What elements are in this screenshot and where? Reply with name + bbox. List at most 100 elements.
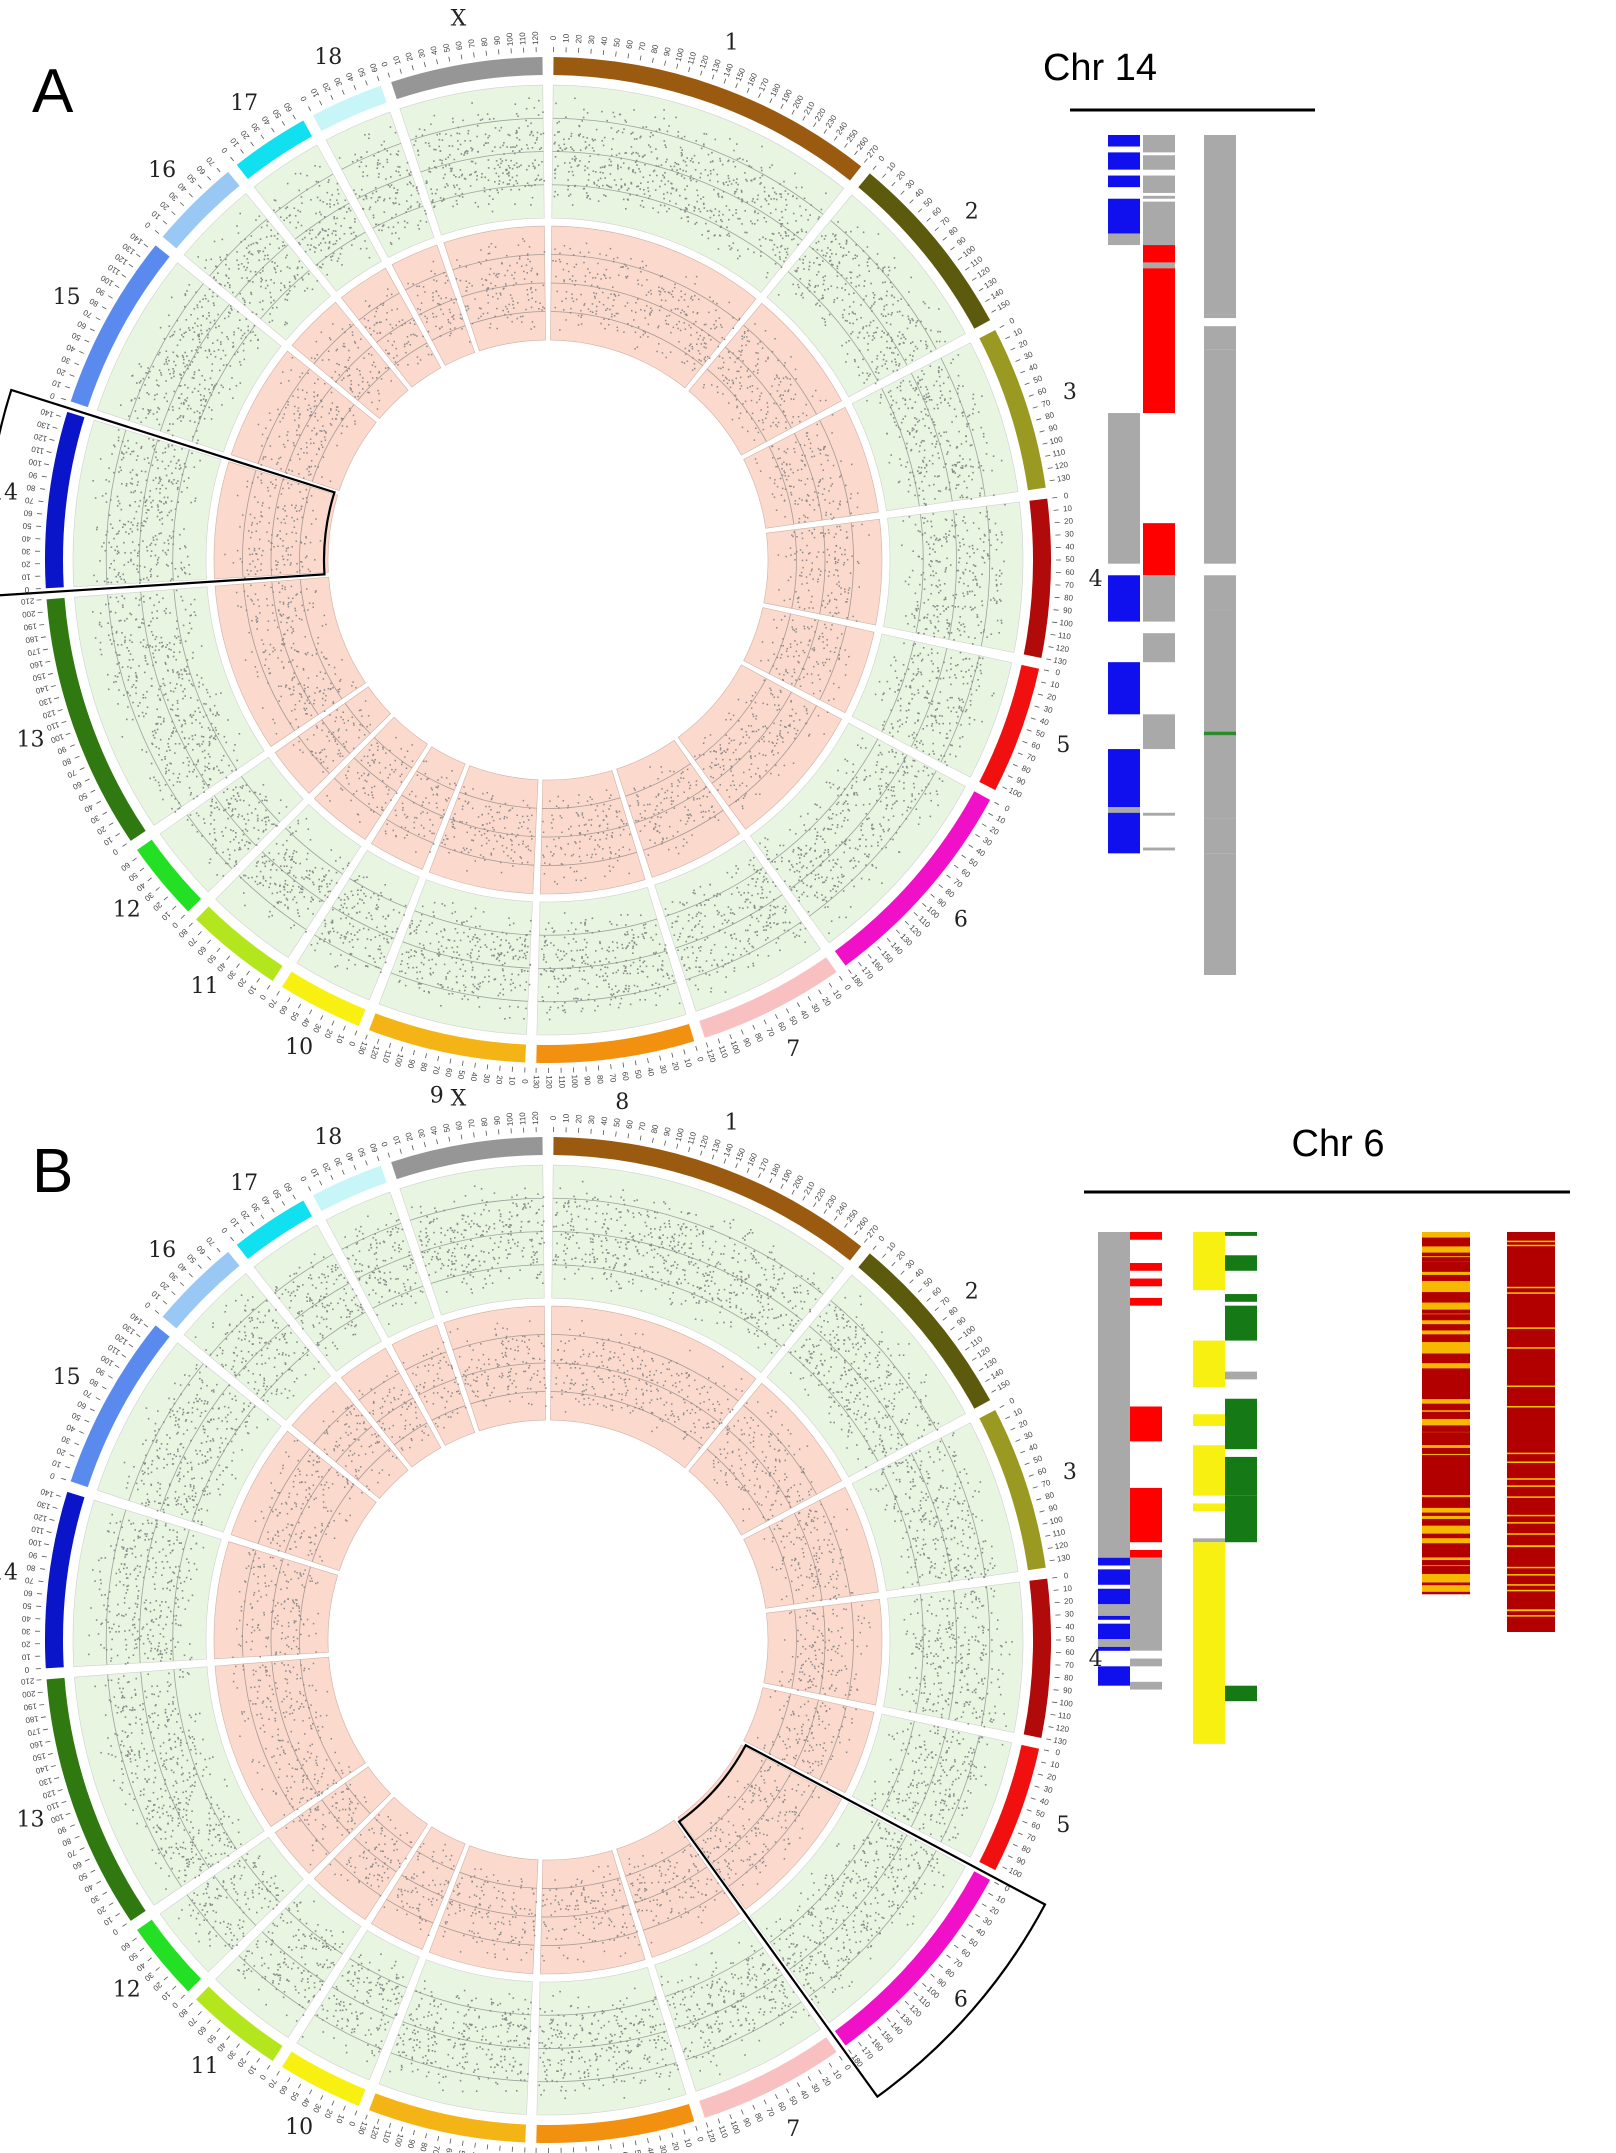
scatter-point: [764, 837, 766, 839]
scatter-point: [741, 805, 744, 807]
scatter-point: [747, 966, 750, 968]
scatter-point: [926, 345, 929, 348]
scatter-point: [417, 983, 420, 985]
scatter-point: [828, 532, 830, 534]
scatter-point: [758, 420, 760, 422]
scatter-point: [579, 840, 581, 843]
scatter-point: [583, 261, 585, 264]
scatter-point: [563, 954, 566, 957]
scatter-point: [340, 917, 342, 920]
scatter-point: [835, 844, 838, 847]
scatter-point: [346, 896, 349, 898]
scatter-point: [744, 742, 747, 744]
scatter-point: [823, 851, 826, 854]
tick-label: 10: [1012, 326, 1024, 338]
scatter-point: [859, 845, 861, 847]
scatter-point: [612, 111, 615, 114]
scatter-point: [637, 795, 639, 798]
tick-mark: [886, 937, 891, 943]
scatter-point: [585, 929, 587, 932]
scatter-point: [766, 764, 768, 766]
scatter-point: [524, 945, 526, 948]
scatter-point: [965, 671, 967, 673]
scatter-point: [741, 199, 744, 202]
scatter-point: [429, 972, 431, 975]
scatter-point: [774, 912, 776, 915]
scatter-point: [758, 775, 761, 777]
scatter-point: [924, 302, 926, 305]
scatter-point: [825, 514, 827, 516]
scatter-point: [569, 867, 572, 869]
scatter-point: [925, 393, 928, 396]
scatter-point: [703, 894, 706, 896]
tick-label: 50: [787, 1015, 799, 1028]
scatter-point: [978, 461, 980, 464]
scatter-point: [683, 964, 686, 966]
scatter-point: [911, 407, 913, 409]
scatter-point: [790, 576, 792, 578]
scatter-point: [776, 485, 779, 488]
scatter-point: [791, 708, 794, 711]
grid-arc: [706, 368, 767, 442]
scatter-point: [675, 116, 677, 119]
scatter-point: [699, 334, 701, 337]
scatter-point: [993, 599, 996, 601]
scatter-point: [785, 204, 788, 206]
scatter-point: [571, 280, 574, 282]
scatter-point: [821, 876, 823, 878]
scatter-point: [817, 447, 820, 450]
scatter-point: [658, 825, 661, 827]
scatter-point: [730, 934, 733, 936]
scatter-point: [775, 198, 778, 201]
scatter-point: [904, 580, 907, 583]
scatter-point: [667, 180, 670, 183]
scatter-point: [736, 405, 739, 407]
scatter-point: [831, 624, 833, 626]
scatter-point: [758, 908, 761, 911]
scatter-point: [835, 253, 837, 256]
scatter-point: [756, 917, 758, 920]
scatter-point: [425, 760, 428, 763]
scatter-point: [944, 398, 946, 400]
scatter-point: [998, 575, 1001, 577]
scatter-point: [779, 844, 781, 847]
tick-label: 50: [633, 1069, 643, 1080]
scatter-point: [597, 815, 599, 817]
scatter-point: [816, 257, 819, 259]
scatter-point: [976, 614, 979, 616]
scatter-point: [647, 187, 649, 189]
scatter-point: [681, 361, 683, 363]
scatter-point: [775, 208, 777, 211]
tick-mark: [1041, 681, 1047, 684]
scatter-point: [923, 632, 925, 635]
scatter-point: [798, 857, 801, 859]
scatter-point: [474, 834, 476, 836]
scatter-point: [967, 423, 970, 425]
scatter-point: [897, 699, 899, 702]
scatter-point: [525, 981, 528, 983]
scatter-point: [904, 673, 906, 675]
scatter-point: [807, 517, 809, 519]
scatter-point: [948, 534, 950, 536]
scatter-point: [890, 314, 893, 316]
scatter-point: [843, 842, 846, 845]
scatter-point: [819, 449, 821, 451]
scatter-point: [650, 293, 652, 295]
tick-label: 100: [393, 1053, 406, 1069]
scatter-point: [608, 164, 611, 167]
scatter-point: [964, 605, 966, 608]
scatter-point: [907, 668, 910, 671]
scatter-point: [474, 933, 476, 936]
scatter-point: [881, 882, 883, 884]
scatter-point: [699, 966, 702, 969]
scatter-point: [419, 971, 421, 973]
scatter-point: [676, 323, 678, 326]
scatter-point: [939, 613, 942, 615]
scatter-point: [858, 586, 860, 588]
scatter-point: [835, 814, 838, 816]
tick-label: 70: [431, 1065, 442, 1076]
scatter-point: [800, 294, 803, 297]
scatter-point: [640, 970, 643, 973]
scatter-point: [608, 865, 611, 867]
scatter-point: [933, 753, 935, 755]
